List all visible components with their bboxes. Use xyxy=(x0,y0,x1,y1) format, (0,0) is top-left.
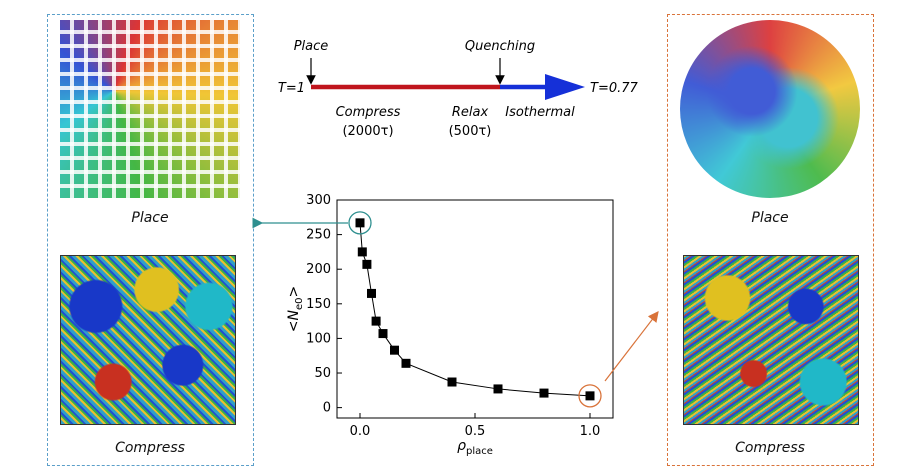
x-axis-symbol: ρ xyxy=(457,438,466,454)
y-tick-label: 150 xyxy=(306,297,331,312)
data-point xyxy=(367,288,376,298)
y-axis-subscript: e0 xyxy=(294,298,305,311)
right-place-snapshot xyxy=(680,20,860,198)
data-point xyxy=(357,247,367,257)
x-axis-subscript: place xyxy=(466,446,493,457)
left-place-snapshot xyxy=(60,20,240,198)
right-bottom-caption: Compress xyxy=(735,440,805,456)
left-top-caption: Place xyxy=(131,210,169,226)
data-point xyxy=(401,358,411,368)
x-axis-label: ρplace xyxy=(457,438,493,457)
highlight-circle-left xyxy=(348,211,372,235)
right-panel xyxy=(667,14,874,466)
y-tick-label: 250 xyxy=(306,228,331,243)
data-point xyxy=(390,345,399,355)
y-tick-label: 300 xyxy=(306,193,331,208)
left-bottom-caption: Compress xyxy=(115,440,185,456)
data-point xyxy=(362,259,372,269)
y-tick-label: 0 xyxy=(323,401,331,416)
link-arrow-right xyxy=(604,311,659,382)
right-top-caption: Place xyxy=(751,210,789,226)
y-tick-label: 200 xyxy=(306,262,331,277)
x-tick-label: 0.5 xyxy=(465,424,486,439)
right-compress-snapshot xyxy=(683,255,859,425)
y-tick-label: 50 xyxy=(314,366,331,381)
left-compress-snapshot xyxy=(60,255,236,425)
highlight-circle-right xyxy=(578,384,602,408)
data-point xyxy=(355,218,365,228)
data-point xyxy=(493,384,503,394)
left-panel xyxy=(47,14,254,466)
data-point xyxy=(539,388,549,398)
y-axis-suffix: > xyxy=(286,286,302,298)
data-point xyxy=(378,329,388,339)
data-point xyxy=(371,316,381,326)
y-axis-label: <Ne0> xyxy=(286,286,305,332)
series-line xyxy=(359,222,591,397)
x-tick-label: 1.0 xyxy=(580,424,601,439)
data-point xyxy=(447,377,457,387)
y-axis-prefix: <N xyxy=(286,309,302,332)
x-tick-label: 0.0 xyxy=(350,424,371,439)
y-tick-label: 100 xyxy=(306,331,331,346)
data-point xyxy=(585,391,595,401)
